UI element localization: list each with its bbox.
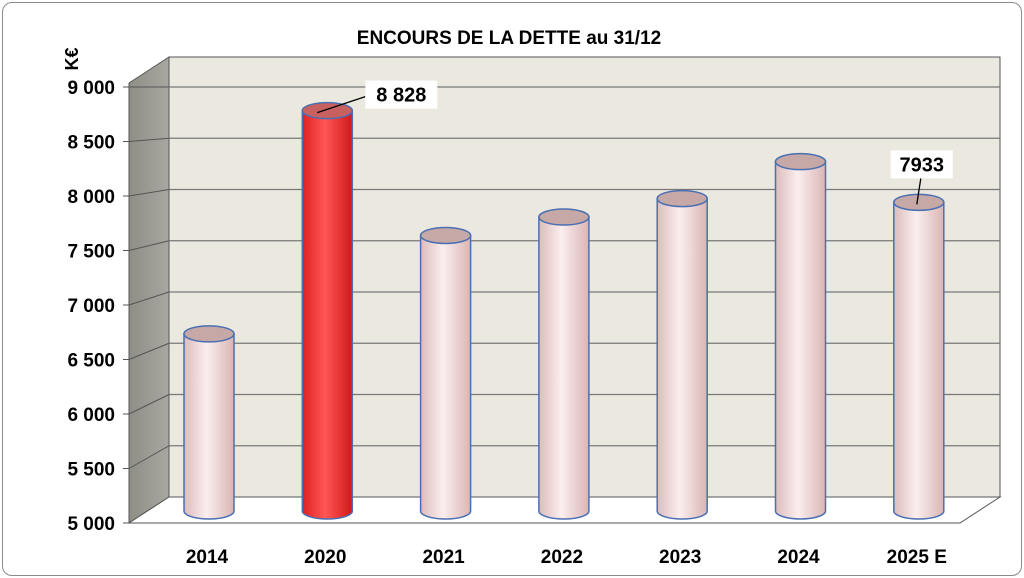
y-tick-label: 9 000 xyxy=(67,78,115,99)
bar-body xyxy=(183,333,235,520)
bar-top xyxy=(774,152,827,171)
bar-top xyxy=(538,208,590,226)
data-labels: 8 828 7933 xyxy=(317,80,953,205)
data-label-leader xyxy=(916,178,922,205)
bar-body xyxy=(656,197,708,520)
chart-title: ENCOURS DE LA DETTE au 31/12 xyxy=(357,28,661,49)
bar-top xyxy=(656,189,708,208)
x-tick-label: 2021 xyxy=(422,547,465,568)
bar xyxy=(183,325,235,520)
y-tick-label: 6 000 xyxy=(67,405,115,426)
bar-body xyxy=(301,109,354,520)
y-tick-label: 8 000 xyxy=(67,187,115,208)
x-tick-label: 2014 xyxy=(186,547,229,568)
y-tick-label: 5 000 xyxy=(67,514,115,535)
bar-body xyxy=(893,201,945,520)
x-axis-labels: 2014 2020 2021 2022 2023 2024 2025 E xyxy=(186,547,947,568)
gridline-side xyxy=(128,189,170,197)
bar xyxy=(656,189,708,520)
bar-top xyxy=(301,101,354,120)
x-tick-label: 2024 xyxy=(777,547,820,568)
bar xyxy=(538,208,590,520)
gridline-side xyxy=(128,342,170,360)
x-tick-label: 2020 xyxy=(304,547,346,568)
bar xyxy=(419,226,472,520)
bars xyxy=(183,101,945,520)
gridline-side xyxy=(128,445,170,469)
debt-bar-chart: 5 000 5 500 6 000 6 500 7 000 7 500 8 000 8 500… xyxy=(62,28,1002,568)
bar-body xyxy=(774,160,827,520)
bar xyxy=(774,152,827,520)
gridline-side xyxy=(128,394,170,415)
bar-top xyxy=(183,325,235,343)
bar xyxy=(893,193,945,520)
y-tick-label: 8 500 xyxy=(67,133,115,154)
y-tick-label: 7 500 xyxy=(67,242,115,263)
gridline-side xyxy=(128,291,170,306)
data-label: 7933 xyxy=(900,154,945,176)
bar xyxy=(301,101,354,520)
data-label-leader xyxy=(317,96,366,114)
side-wall xyxy=(128,56,170,524)
y-axis-unit-label: K€ xyxy=(62,47,82,70)
y-tick-label: 6 500 xyxy=(67,351,115,372)
y-tick-label: 7 000 xyxy=(67,296,115,317)
x-tick-label: 2023 xyxy=(659,547,701,568)
y-tick-label: 5 500 xyxy=(67,460,115,481)
gridline-side xyxy=(128,137,170,142)
data-label-box xyxy=(890,150,953,179)
data-label: 8 828 xyxy=(376,85,426,107)
y-axis-ticks: 5 000 5 500 6 000 6 500 7 000 7 500 8 000 8 500… xyxy=(67,78,129,535)
bar-body xyxy=(419,234,472,520)
x-tick-label: 2025 E xyxy=(887,547,947,568)
bar-body xyxy=(538,216,590,520)
bar-top xyxy=(419,226,472,245)
gridline-side xyxy=(128,240,170,251)
data-label-box xyxy=(365,80,438,109)
x-tick-label: 2022 xyxy=(541,547,583,568)
bar-top xyxy=(893,193,945,212)
